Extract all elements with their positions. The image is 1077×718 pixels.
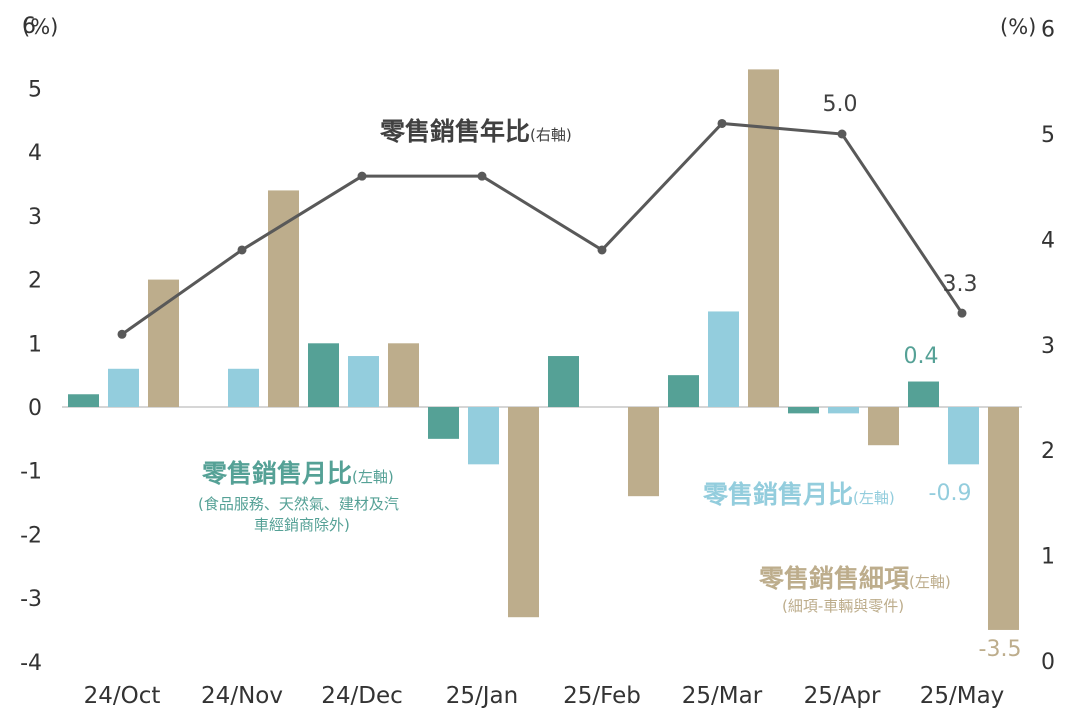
mom-bar (708, 311, 739, 407)
right-axis-unit: (%) (1000, 15, 1036, 39)
ctrl-bar (908, 381, 939, 407)
right-axis-tick: 6 (1041, 18, 1055, 43)
category-axis: 24/Oct 24/Nov 24/Dec 25/Jan 25/Feb 25/Mar 25/A… (84, 683, 1005, 709)
left-axis-tick: 6 (22, 14, 36, 39)
right-axis-tick: 5 (1041, 123, 1055, 148)
data-label: 5.0 (823, 92, 858, 117)
category-label: 25/May (920, 683, 1005, 709)
yoy-point (477, 171, 487, 181)
detail-bar (988, 407, 1019, 630)
right-axis-tick: 2 (1041, 439, 1055, 464)
detail-bar (868, 407, 899, 446)
mom-series-annotation: 零售銷售月比(左軸) (702, 480, 895, 509)
yoy-point (357, 171, 367, 181)
left-axis-tick: -1 (20, 460, 42, 485)
data-label: -3.5 (979, 637, 1022, 662)
category-label: 24/Dec (321, 683, 403, 709)
data-labels: 5.0 3.3 0.4 -0.9 -3.5 (823, 92, 1022, 662)
mom-bar (948, 407, 979, 465)
yoy-line-series (117, 118, 967, 339)
left-axis-unit: (%) (22, 15, 58, 39)
left-axis-tick: -3 (20, 587, 42, 612)
category-label: 25/Mar (682, 683, 763, 709)
left-axis: (%) -4 -3 -2 -1 0 1 2 3 4 5 6 (20, 14, 58, 676)
yoy-point (237, 245, 247, 255)
detail-bar (628, 407, 659, 497)
yoy-point (717, 118, 727, 128)
left-axis-tick: 5 (28, 78, 42, 103)
ctrl-bar (308, 343, 339, 407)
right-axis-tick: 3 (1041, 334, 1055, 359)
ctrl-bar (428, 407, 459, 439)
detail-series-annotation: 零售銷售細項(左軸) (細項-車輛與零件) (758, 564, 951, 615)
data-label: 0.4 (904, 344, 939, 369)
mom-bar (348, 356, 379, 407)
mom-bar (468, 407, 499, 465)
bar-series (68, 69, 1019, 630)
left-axis-tick: -4 (20, 651, 42, 676)
svg-text:(食品服務、天然氣、建材及汽: (食品服務、天然氣、建材及汽 (198, 495, 399, 513)
ctrl-bar (68, 394, 99, 407)
left-axis-tick: 2 (28, 269, 42, 294)
yoy-point (597, 245, 607, 255)
left-axis-tick: 0 (28, 396, 42, 421)
left-axis-tick: 3 (28, 205, 42, 230)
category-label: 25/Feb (563, 683, 641, 709)
detail-bar (268, 190, 299, 407)
category-label: 25/Apr (804, 683, 881, 709)
svg-text:零售銷售細項(左軸): 零售銷售細項(左軸) (758, 564, 951, 593)
category-label: 24/Oct (84, 683, 161, 709)
detail-bar (748, 69, 779, 407)
yoy-point (957, 308, 967, 318)
yoy-line (121, 121, 964, 336)
mom-bar (108, 368, 139, 407)
right-axis: (%) 0 1 2 3 4 5 6 (1000, 15, 1055, 675)
data-label: 3.3 (943, 272, 978, 297)
svg-text:車經銷商除外): 車經銷商除外) (254, 516, 350, 534)
svg-text:(細項-車輛與零件): (細項-車輛與零件) (782, 597, 904, 615)
data-label: -0.9 (929, 481, 972, 506)
ctrl-bar (788, 407, 819, 414)
ctrl-bar (668, 375, 699, 407)
control-group-series-annotation: 零售銷售月比(左軸) (食品服務、天然氣、建材及汽 車經銷商除外) (198, 459, 399, 534)
svg-text:零售銷售月比(左軸): 零售銷售月比(左軸) (201, 459, 394, 488)
detail-bar (148, 279, 179, 407)
yoy-point (117, 329, 127, 339)
right-axis-tick: 0 (1041, 650, 1055, 675)
detail-bar (388, 343, 419, 407)
category-label: 25/Jan (446, 683, 518, 709)
left-axis-tick: -2 (20, 523, 42, 548)
yoy-point (837, 129, 847, 139)
mom-bar (828, 407, 859, 414)
yoy-series-annotation: 零售銷售年比(右軸) (379, 117, 572, 146)
ctrl-bar (548, 356, 579, 407)
right-axis-tick: 1 (1041, 545, 1055, 570)
left-axis-tick: 4 (28, 141, 42, 166)
category-label: 24/Nov (201, 683, 283, 709)
mom-bar (228, 368, 259, 407)
detail-bar (508, 407, 539, 618)
right-axis-tick: 4 (1041, 228, 1055, 253)
left-axis-tick: 1 (28, 332, 42, 357)
